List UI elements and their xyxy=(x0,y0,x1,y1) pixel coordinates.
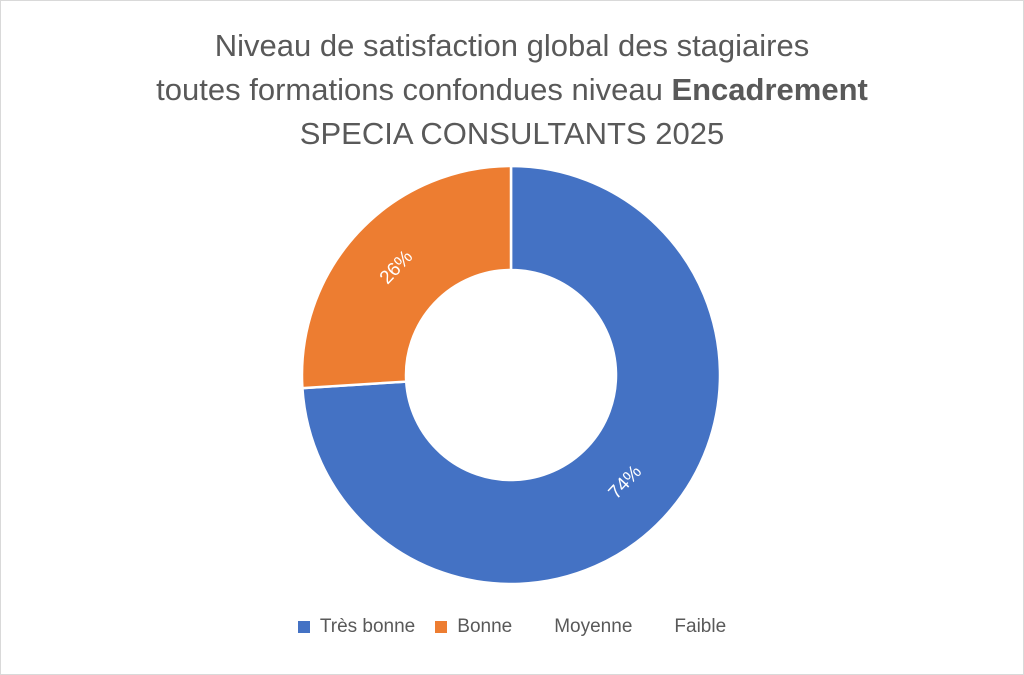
legend-swatch-0 xyxy=(297,621,310,633)
title-line-3: SPECIA CONSULTANTS 2025 xyxy=(299,116,725,151)
legend-swatch-1 xyxy=(435,621,448,633)
slice-bonne xyxy=(300,164,513,390)
legend-swatch-3 xyxy=(652,621,664,633)
title-line-2: toutes formations confondues niveau Enca… xyxy=(0,68,1024,112)
chart-title: Niveau de satisfaction global des stagia… xyxy=(0,24,1024,156)
legend-item-0: Très bonne xyxy=(297,616,416,638)
legend-swatch-2 xyxy=(532,621,544,633)
title-line-1: Niveau de satisfaction global des stagia… xyxy=(214,28,810,63)
title-line-2-text: toutes formations confondues niveau xyxy=(156,72,672,107)
legend-item-2: Moyenne xyxy=(532,616,632,638)
legend: Très bonne Bonne Moyenne Faible xyxy=(0,616,1024,638)
legend-label-2: Moyenne xyxy=(554,616,633,637)
slice-tres-bonne xyxy=(301,164,722,586)
legend-item-1: Bonne xyxy=(435,616,512,638)
legend-label-3: Faible xyxy=(674,616,727,637)
legend-label-1: Bonne xyxy=(457,616,513,637)
legend-item-3: Faible xyxy=(652,616,726,638)
legend-label-0: Très bonne xyxy=(319,616,416,637)
title-line-2-emphasis: Encadrement xyxy=(671,72,868,107)
